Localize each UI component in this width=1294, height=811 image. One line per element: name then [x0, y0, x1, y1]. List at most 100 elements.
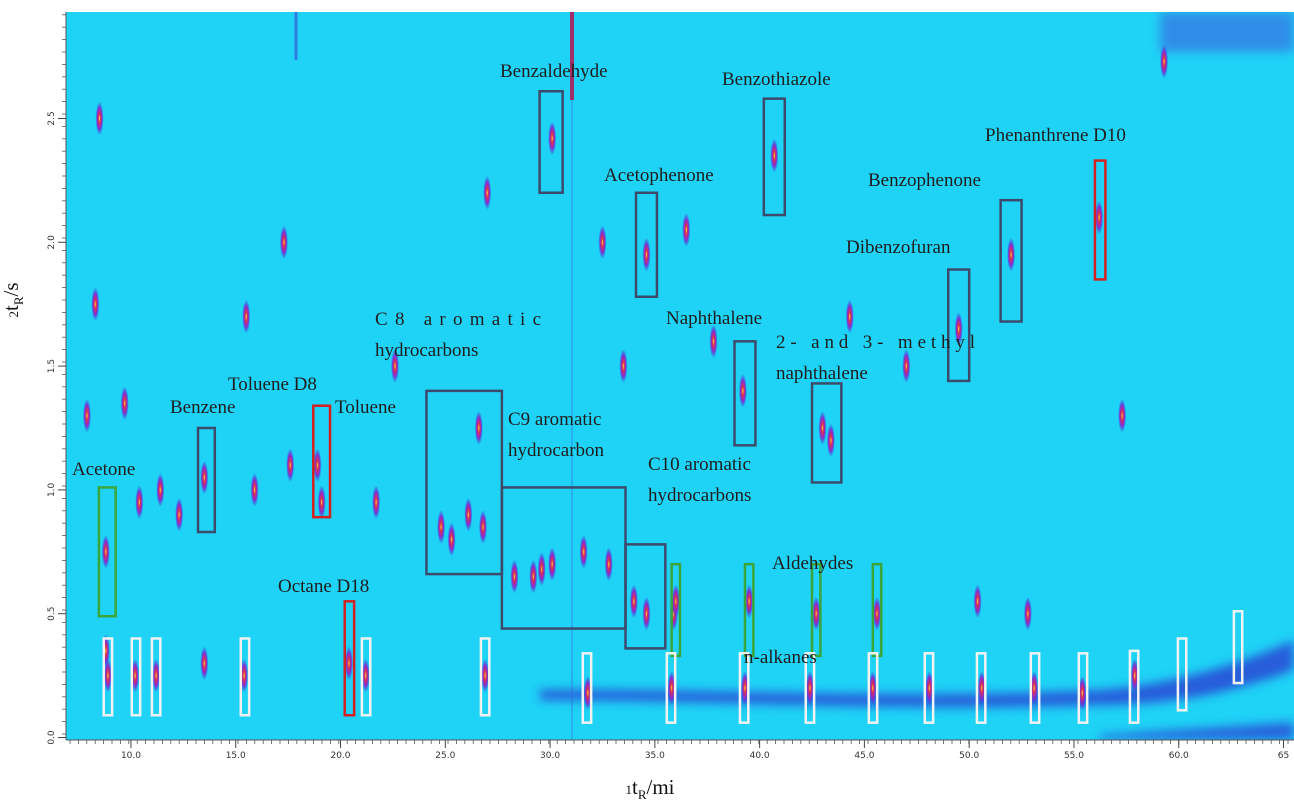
peak	[868, 671, 877, 705]
x-axis-label: 1tR/mi	[625, 775, 674, 802]
annotation-box	[665, 652, 677, 724]
x-tick-label: 20.0	[330, 751, 350, 761]
annotation-box	[1232, 609, 1244, 685]
peak	[474, 411, 483, 445]
peak	[464, 497, 473, 532]
peak	[250, 472, 259, 507]
annotation-label: C9 aromatic	[508, 409, 601, 430]
x-tick-label: 60.0	[1169, 751, 1189, 761]
annotation-box	[975, 652, 987, 724]
annotation-label: Benzaldehyde	[500, 61, 608, 82]
peak	[279, 225, 288, 260]
peak	[101, 534, 110, 569]
background-band	[540, 640, 1294, 708]
peak	[537, 552, 546, 587]
annotation-box	[1077, 652, 1089, 724]
decor	[294, 12, 1294, 740]
peak	[642, 596, 651, 631]
peak	[529, 559, 538, 594]
peak	[175, 497, 184, 532]
peak	[1130, 658, 1139, 693]
peak	[361, 658, 370, 693]
annotation-box	[479, 637, 491, 717]
annotation-label: hydrocarbons	[648, 485, 751, 506]
x-tick-label: 35.0	[645, 751, 665, 761]
annotation-label: naphthalene	[776, 363, 868, 384]
peak	[437, 510, 446, 545]
peak	[818, 411, 827, 445]
annotation-box	[634, 191, 659, 299]
peak	[131, 658, 140, 693]
annotation-box	[624, 543, 667, 650]
peak	[1023, 596, 1032, 631]
annotation-box	[97, 486, 117, 618]
annotation-box	[867, 652, 879, 724]
peak	[82, 398, 91, 433]
peak	[1160, 44, 1169, 79]
peak	[548, 121, 557, 156]
peak	[344, 646, 353, 681]
annotation-box	[150, 637, 162, 717]
peak	[845, 299, 854, 334]
annotation-label: Dibenzofuran	[846, 237, 951, 258]
annotation-label: Aldehydes	[772, 553, 853, 574]
annotation-label: Octane D18	[278, 576, 369, 597]
peak	[583, 675, 592, 710]
annotation-label: Acetone	[72, 459, 135, 480]
annotation-box	[1029, 652, 1041, 724]
annotation-label: C10 aromatic	[648, 454, 751, 475]
peak	[872, 596, 881, 631]
x-tick-label: 30.0	[540, 751, 560, 761]
peaks	[82, 44, 1169, 710]
peak	[805, 671, 814, 705]
peak	[902, 349, 911, 384]
annotation-box	[999, 198, 1023, 323]
annotation-boxes	[97, 89, 1244, 724]
peak	[738, 373, 747, 408]
peak	[954, 311, 963, 346]
peak	[479, 510, 488, 545]
annotation-label: Naphthalene	[666, 308, 762, 329]
axis-label-part: /s	[0, 282, 23, 296]
annotation-box	[804, 652, 816, 724]
annotation-box	[360, 637, 372, 717]
peak	[579, 534, 588, 569]
annotation-box	[343, 600, 356, 717]
peak	[973, 584, 982, 619]
y-tick-label: 0.5	[47, 607, 57, 621]
peak	[317, 485, 326, 520]
peak	[667, 671, 676, 705]
annotation-box	[1093, 159, 1107, 281]
annotation-label: Benzene	[170, 397, 235, 418]
annotation-label: Toluene	[335, 397, 396, 418]
y-tick-label: 2.5	[47, 111, 57, 125]
peak	[481, 658, 490, 693]
peak	[95, 101, 104, 136]
annotation-label: Phenanthrene D10	[985, 125, 1126, 146]
annotation-box	[810, 562, 822, 658]
annotation-box	[581, 652, 593, 724]
annotation-box	[538, 89, 564, 195]
peak	[629, 584, 638, 619]
peak	[200, 646, 209, 681]
peak	[120, 386, 129, 421]
peak	[740, 671, 749, 705]
annotation-box	[738, 652, 750, 724]
peak	[709, 324, 718, 359]
peak	[745, 584, 754, 619]
axis-label-part: R	[638, 787, 647, 802]
x-tick-label: 55.0	[1064, 751, 1084, 761]
peak	[671, 584, 680, 619]
x-tick-label: 10.0	[121, 751, 141, 761]
peak	[510, 559, 519, 594]
peak	[642, 237, 651, 272]
x-tick-label: 50.0	[959, 751, 979, 761]
annotation-box	[762, 97, 787, 217]
peak	[91, 287, 100, 322]
peak	[619, 349, 628, 384]
axes: 10.0 15.0 20.0 25.0 30.0 35.0 40.0 45.0 50.0 55.0…	[47, 12, 1294, 761]
annotation-label: Benzophenone	[868, 170, 981, 191]
background-band	[1100, 722, 1294, 740]
